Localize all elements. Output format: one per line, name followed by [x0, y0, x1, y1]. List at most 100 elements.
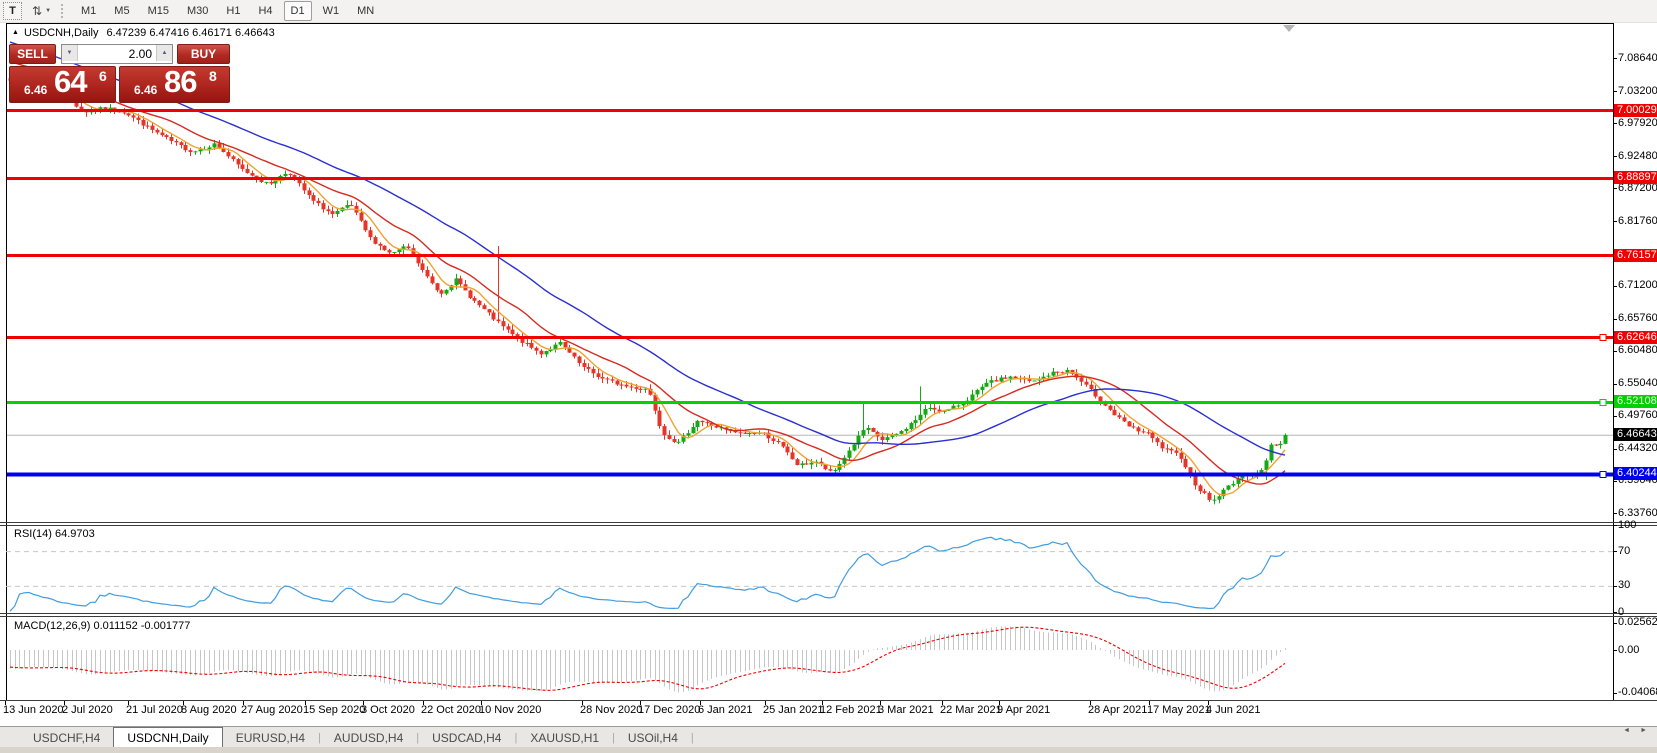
- rsi-axis-tick: 100: [1618, 518, 1637, 531]
- date-axis-label: 28 Nov 2020: [580, 704, 643, 716]
- date-axis-label: 6 Jan 2021: [698, 704, 753, 716]
- macd-axis-tick: 0.00: [1618, 643, 1640, 656]
- tab-separator: |: [416, 731, 420, 744]
- buy-price-big: 86: [164, 64, 197, 99]
- timeframe-button-m5[interactable]: M5: [114, 5, 130, 17]
- chart-ohlc-values: 6.47239 6.47416 6.46171 6.46643: [106, 27, 275, 39]
- date-axis-label: 22 Oct 2020: [421, 704, 481, 716]
- date-axis-label: 15 Sep 2020: [303, 704, 366, 716]
- text-tool-button[interactable]: T: [3, 2, 22, 20]
- macd-plot: [9, 626, 1286, 693]
- sell-button[interactable]: SELL: [9, 44, 56, 64]
- price-axis-tick: 6.92480: [1618, 149, 1657, 162]
- date-axis-label: 10 Nov 2020: [479, 704, 542, 716]
- macd-axis-tick: -0.040687: [1618, 686, 1657, 699]
- macd-axis-tick: 0.025623: [1618, 616, 1657, 629]
- date-axis-label: 28 Apr 2021: [1088, 704, 1148, 716]
- date-axis-label: 2 Jul 2020: [62, 704, 113, 716]
- status-strip: [0, 747, 1657, 753]
- price-level-tag: 7.00029: [1614, 103, 1657, 117]
- price-level-tag: 6.52108: [1614, 395, 1657, 408]
- sell-price-display[interactable]: 6.46 64 6: [9, 64, 116, 103]
- horizontal-levels-layer[interactable]: [6, 109, 1613, 478]
- date-axis-label: 17 May 2021: [1147, 704, 1211, 716]
- cursor-tool-button[interactable]: ⇅ ▼: [32, 4, 51, 18]
- price-level-tag: 6.40244: [1614, 467, 1657, 481]
- buy-button[interactable]: BUY: [177, 44, 230, 64]
- date-axis-label: 9 Apr 2021: [997, 704, 1051, 716]
- price-axis-tick: 7.03200: [1618, 84, 1657, 97]
- date-axis-label: 22 Mar 2021: [940, 704, 1002, 716]
- timeframe-button-h1[interactable]: H1: [226, 5, 241, 17]
- price-axis-tick: 6.87200: [1618, 181, 1657, 194]
- chart-tab-usoil[interactable]: USOil,H4: [627, 731, 678, 745]
- date-axis-label: 17 Dec 2020: [638, 704, 701, 716]
- timeframe-button-m15[interactable]: M15: [147, 5, 169, 17]
- chart-tab-usdcad[interactable]: USDCAD,H4: [432, 731, 502, 745]
- rsi-axis-tick: 0: [1618, 605, 1625, 618]
- chart-tab-audusd[interactable]: AUDUSD,H4: [333, 731, 404, 745]
- price-axis-tick: 6.49760: [1618, 409, 1657, 422]
- rsi-plot: [6, 536, 1613, 612]
- chart-tab-eurusd[interactable]: EURUSD,H4: [235, 731, 306, 745]
- price-level-tag: 6.88897: [1614, 171, 1657, 185]
- date-axis-label: 3 Mar 2021: [878, 704, 934, 716]
- timeframe-button-m30[interactable]: M30: [186, 5, 209, 17]
- tab-separator: |: [318, 731, 321, 744]
- toolbar-grip: [61, 4, 66, 18]
- tab-separator: |: [690, 731, 694, 744]
- price-axis-tick: 6.60480: [1618, 344, 1657, 357]
- timeframe-button-h4[interactable]: H4: [258, 5, 273, 17]
- price-level-tag: 6.46643: [1614, 428, 1657, 442]
- dropdown-arrow-icon: ▼: [45, 8, 52, 14]
- candlestick-plot: [8, 68, 1288, 505]
- chart-title: ▲ USDCNH,Daily 6.47239 6.47416 6.46171 6.4…: [12, 27, 275, 39]
- timeframe-button-w1[interactable]: W1: [322, 5, 340, 17]
- rsi-indicator-label: RSI(14) 64.9703: [14, 528, 95, 540]
- volume-decrease-button[interactable]: ▼: [62, 45, 78, 61]
- timeframe-button-mn[interactable]: MN: [357, 5, 375, 17]
- date-axis-label: 13 Jun 2020: [3, 704, 64, 716]
- buy-price-pip: 8: [209, 68, 217, 84]
- tab-scroll-right-icon[interactable]: ►: [1640, 727, 1647, 734]
- chart-tab-usdchf[interactable]: USDCHF,H4: [33, 731, 101, 745]
- price-axis-tick: 6.55040: [1618, 377, 1657, 390]
- date-axis-label: 25 Jan 2021: [763, 704, 824, 716]
- volume-spinner: ▼ ▲: [61, 44, 173, 64]
- timeframe-button-d1[interactable]: D1: [283, 1, 312, 21]
- date-axis-label: 8 Aug 2020: [181, 704, 237, 716]
- chart-borders-axis-layer: [0, 23, 1657, 705]
- price-axis-tick: 6.81760: [1618, 214, 1657, 227]
- chart-shift-marker-icon: [1283, 25, 1295, 32]
- timeframe-button-m1[interactable]: M1: [81, 5, 97, 17]
- tab-scroll-left-icon[interactable]: ◄: [1623, 727, 1631, 734]
- price-axis-tick: 6.71200: [1618, 279, 1657, 291]
- sell-price-big: 64: [54, 64, 87, 99]
- arrows-tool-icon: ⇅: [32, 4, 43, 18]
- macd-indicator-label: MACD(12,26,9) 0.011152 -0.001777: [14, 620, 191, 632]
- date-axis-label: 21 Jul 2020: [126, 704, 183, 716]
- date-axis-label: 27 Aug 2020: [241, 704, 303, 716]
- chart-tab-bar: USDCHF,H4 USDCNH,Daily EURUSD,H4 | AUDUSD,H4…: [0, 726, 1657, 749]
- price-level-tag: 6.76157: [1614, 248, 1657, 262]
- collapse-triangle-icon[interactable]: ▲: [12, 29, 19, 36]
- volume-increase-button[interactable]: ▲: [156, 45, 172, 61]
- buy-price-display[interactable]: 6.46 86 8: [119, 64, 230, 103]
- rsi-axis-tick: 70: [1618, 544, 1631, 557]
- timeframe-toolbar: M1 M5 M15 M30 H1 H4 D1 W1 MN: [74, 1, 381, 21]
- toolbar: T ⇅ ▼ M1 M5 M15 M30 H1 H4 D1 W1 MN: [0, 0, 1657, 23]
- chart-tab-usdcnh[interactable]: USDCNH,Daily: [113, 726, 223, 749]
- chart-symbol-period: USDCNH,Daily: [23, 27, 99, 39]
- chart-tab-xauusd[interactable]: XAUUSD,H1: [530, 731, 600, 745]
- price-axis-tick: 6.97920: [1618, 116, 1657, 129]
- price-level-tag: 6.62646: [1614, 330, 1657, 344]
- date-axis-label: 3 Oct 2020: [361, 704, 415, 716]
- date-axis-label: 4 Jun 2021: [1206, 704, 1261, 716]
- price-axis-tick: 6.44320: [1618, 442, 1657, 455]
- volume-input[interactable]: [78, 45, 156, 63]
- price-axis-tick: 6.33760: [1618, 506, 1657, 519]
- sell-price-prefix: 6.46: [24, 83, 48, 97]
- tab-separator: |: [514, 731, 518, 744]
